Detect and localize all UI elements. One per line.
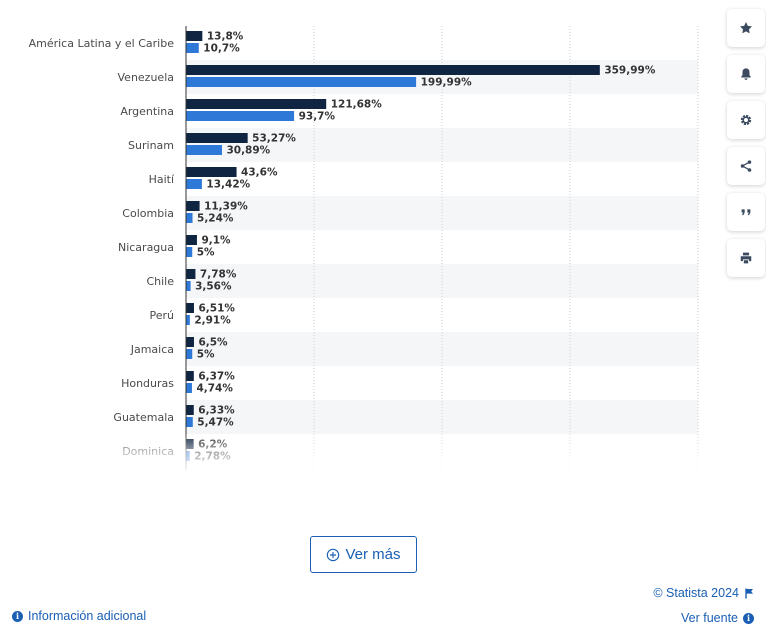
data-label: 93,7%: [299, 111, 336, 123]
data-label: 7,78%: [200, 269, 237, 281]
row-band: [186, 332, 698, 366]
star-icon: [740, 22, 752, 34]
additional-info-label: Información adicional: [28, 609, 147, 623]
data-label: 3,56%: [195, 281, 232, 293]
category-label: Venezuela: [118, 71, 175, 84]
bar-series-2[interactable]: [186, 111, 295, 121]
data-label: 5,24%: [197, 213, 234, 225]
data-label: 2,78%: [194, 451, 231, 463]
category-label: Haití: [149, 173, 175, 186]
bar-series-1[interactable]: [186, 371, 194, 381]
data-label: 5%: [197, 247, 215, 259]
bar-series-1[interactable]: [186, 133, 248, 143]
data-label: 359,99%: [604, 65, 656, 77]
category-label: Chile: [146, 275, 174, 288]
view-source-label: Ver fuente: [681, 611, 738, 625]
data-label: 6,51%: [198, 303, 235, 315]
favorite-button[interactable]: [727, 9, 765, 47]
data-label: 121,68%: [331, 99, 383, 111]
data-label: 199,99%: [421, 77, 473, 89]
bar-series-2[interactable]: [186, 179, 202, 189]
gear-icon: [740, 114, 752, 126]
bar-chart: América Latina y el Caribe 13,8%10,7% Vene…: [29, 26, 699, 474]
data-label: 2,91%: [194, 315, 231, 327]
bar-series-1[interactable]: [186, 99, 327, 109]
data-label: 10,7%: [203, 43, 240, 55]
bar-series-1[interactable]: [186, 65, 600, 75]
category-label: Argentina: [120, 105, 174, 118]
data-label: 6,5%: [198, 337, 228, 349]
bar-series-1[interactable]: [186, 31, 203, 41]
bell-icon: [741, 68, 751, 80]
bar-series-1[interactable]: [186, 303, 194, 313]
data-label: 6,37%: [198, 371, 235, 383]
notification-button[interactable]: [727, 55, 765, 93]
data-label: 4,74%: [196, 383, 233, 395]
see-more-label: Ver más: [345, 546, 401, 563]
bar-series-2[interactable]: [186, 349, 193, 359]
cite-button[interactable]: [727, 193, 765, 231]
bar-series-1[interactable]: [186, 269, 196, 279]
share-icon: [740, 160, 752, 172]
bar-series-1[interactable]: [186, 439, 194, 449]
data-label: 30,89%: [226, 145, 270, 157]
data-label: 43,6%: [241, 167, 278, 179]
plus-circle-icon: [327, 548, 340, 561]
category-label: América Latina y el Caribe: [29, 37, 175, 50]
category-label: Perú: [149, 309, 174, 322]
data-label: 6,33%: [198, 405, 235, 417]
bar-series-1[interactable]: [186, 235, 197, 245]
category-label: Jamaica: [130, 343, 174, 356]
category-label: Honduras: [121, 377, 174, 390]
category-label: Dominica: [122, 445, 174, 458]
bar-series-2[interactable]: [186, 213, 193, 223]
data-label: 13,42%: [206, 179, 250, 191]
share-button[interactable]: [727, 147, 765, 185]
bars: [186, 31, 600, 461]
bar-series-2[interactable]: [186, 383, 192, 393]
bar-series-2[interactable]: [186, 281, 191, 291]
info-icon: i: [743, 612, 754, 624]
data-label: 5%: [197, 349, 215, 361]
flag-icon: [745, 588, 753, 598]
see-more-button[interactable]: Ver más: [310, 536, 417, 573]
bar-series-2[interactable]: [186, 315, 190, 325]
bar-series-2[interactable]: [186, 145, 222, 155]
additional-info-link[interactable]: i Información adicional: [12, 609, 146, 623]
copyright-text: © Statista 2024: [653, 586, 739, 600]
category-label: Nicaragua: [118, 241, 174, 254]
data-label: 11,39%: [204, 201, 248, 213]
bar-series-2[interactable]: [186, 43, 199, 53]
bar-series-1[interactable]: [186, 405, 194, 415]
bar-series-2[interactable]: [186, 417, 193, 427]
settings-button[interactable]: [727, 101, 765, 139]
bar-series-2[interactable]: [186, 451, 190, 461]
copyright-notice[interactable]: © Statista 2024: [653, 586, 754, 600]
bar-series-2[interactable]: [186, 247, 193, 257]
data-label: 6,2%: [198, 439, 228, 451]
category-label: Surinam: [128, 139, 174, 152]
data-label: 53,27%: [252, 133, 296, 145]
print-icon: [740, 252, 752, 264]
bar-series-1[interactable]: [186, 337, 194, 347]
row-band: [186, 128, 698, 162]
category-label: Colombia: [122, 207, 174, 220]
view-source-link[interactable]: Ver fuente i: [681, 611, 754, 625]
category-label: Guatemala: [113, 411, 174, 424]
bar-series-1[interactable]: [186, 167, 237, 177]
bar-series-2[interactable]: [186, 77, 417, 87]
data-label: 9,1%: [201, 235, 231, 247]
data-label: 5,47%: [197, 417, 234, 429]
bar-series-1[interactable]: [186, 201, 200, 211]
info-icon: i: [12, 610, 23, 622]
labels: América Latina y el Caribe 13,8%10,7% Vene…: [29, 31, 656, 463]
print-button[interactable]: [727, 239, 765, 277]
quote-icon: [741, 209, 751, 216]
data-label: 13,8%: [207, 31, 244, 43]
